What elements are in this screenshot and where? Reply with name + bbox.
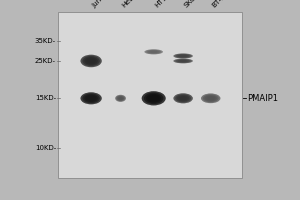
Ellipse shape [145, 49, 163, 54]
Ellipse shape [80, 92, 102, 104]
Ellipse shape [119, 97, 122, 99]
Ellipse shape [210, 98, 212, 99]
Ellipse shape [86, 96, 96, 101]
Ellipse shape [175, 94, 191, 102]
Text: 15KD-: 15KD- [35, 95, 56, 101]
Ellipse shape [120, 98, 121, 99]
Ellipse shape [84, 57, 98, 65]
Text: 10KD-: 10KD- [35, 145, 56, 151]
Ellipse shape [80, 92, 102, 104]
Ellipse shape [208, 97, 213, 100]
Ellipse shape [179, 55, 188, 57]
Ellipse shape [142, 91, 166, 105]
Ellipse shape [182, 98, 184, 99]
Ellipse shape [173, 59, 193, 63]
Ellipse shape [206, 96, 215, 101]
Ellipse shape [82, 93, 100, 103]
Ellipse shape [203, 94, 219, 102]
Ellipse shape [146, 50, 161, 54]
Ellipse shape [177, 54, 189, 58]
Ellipse shape [173, 59, 193, 63]
Ellipse shape [205, 95, 217, 101]
Text: PMAIP1: PMAIP1 [247, 94, 278, 103]
Text: BT474: BT474 [211, 0, 231, 9]
Ellipse shape [84, 94, 98, 102]
Bar [58, 12, 242, 178]
Ellipse shape [201, 94, 220, 103]
Ellipse shape [146, 94, 161, 103]
Ellipse shape [117, 96, 124, 101]
Text: Jurkat: Jurkat [91, 0, 110, 9]
Ellipse shape [175, 59, 191, 63]
Text: HeLa: HeLa [121, 0, 138, 9]
Ellipse shape [149, 51, 158, 53]
Ellipse shape [80, 55, 102, 67]
Text: 25KD-: 25KD- [35, 58, 56, 64]
Ellipse shape [180, 97, 186, 100]
Ellipse shape [177, 95, 189, 102]
Ellipse shape [180, 60, 186, 62]
Ellipse shape [201, 94, 220, 103]
Ellipse shape [80, 55, 102, 67]
Ellipse shape [115, 95, 126, 102]
Ellipse shape [88, 59, 94, 63]
Ellipse shape [173, 93, 193, 103]
Ellipse shape [86, 58, 96, 64]
Ellipse shape [142, 91, 166, 105]
Ellipse shape [177, 59, 189, 62]
Ellipse shape [152, 98, 155, 99]
Ellipse shape [179, 96, 188, 101]
Ellipse shape [90, 98, 92, 99]
Ellipse shape [151, 51, 156, 53]
Ellipse shape [82, 56, 100, 66]
Ellipse shape [144, 93, 164, 104]
Ellipse shape [180, 55, 186, 57]
Ellipse shape [145, 49, 163, 54]
Ellipse shape [90, 60, 92, 62]
Ellipse shape [116, 95, 125, 101]
Text: 35KD-: 35KD- [35, 38, 56, 44]
Ellipse shape [150, 96, 157, 100]
Ellipse shape [115, 95, 126, 102]
Ellipse shape [148, 95, 159, 102]
Ellipse shape [148, 50, 160, 53]
Text: SKOV3: SKOV3 [183, 0, 204, 9]
Ellipse shape [175, 54, 191, 58]
Ellipse shape [88, 97, 94, 100]
Ellipse shape [173, 53, 193, 58]
Ellipse shape [179, 60, 188, 62]
Ellipse shape [173, 53, 193, 58]
Text: HT1080: HT1080 [154, 0, 178, 9]
Ellipse shape [173, 93, 193, 103]
Ellipse shape [118, 97, 123, 100]
